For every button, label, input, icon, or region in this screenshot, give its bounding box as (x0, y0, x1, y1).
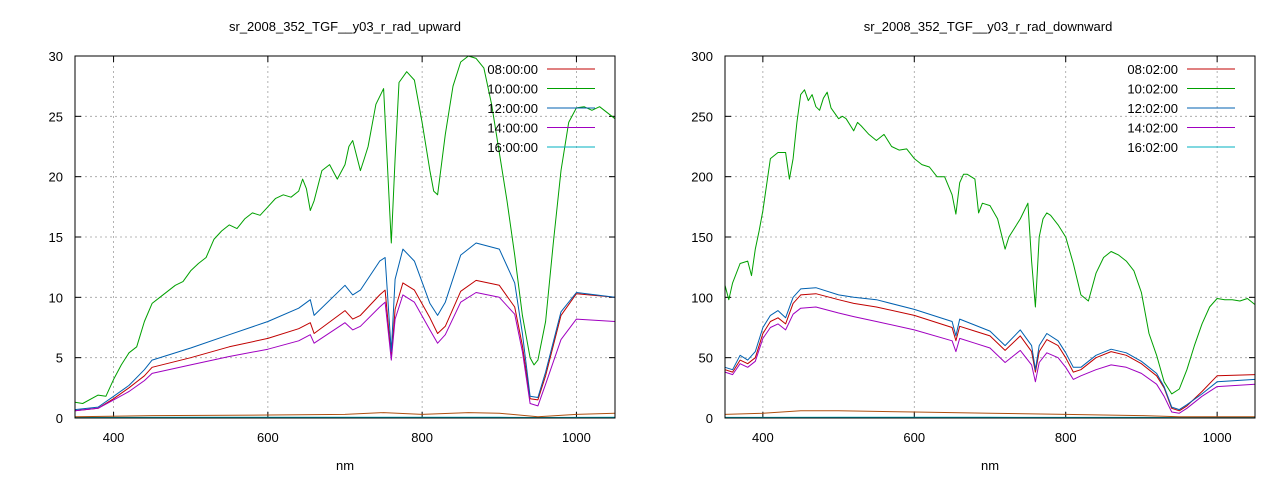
legend-entry-label: 10:00:00 (487, 82, 538, 97)
series-line (724, 89, 1256, 395)
series-line (74, 412, 616, 418)
y-tick-label: 20 (49, 170, 63, 185)
series-line (74, 242, 616, 411)
chart-title: sr_2008_352_TGF__y03_r_rad_upward (229, 19, 461, 34)
legend-entry-label: 14:00:00 (487, 121, 538, 136)
plot-frame (74, 55, 616, 419)
plot-frame (724, 55, 1256, 419)
legend-entry-label: 16:00:00 (487, 140, 538, 155)
legend-entry-label: 10:02:00 (1127, 82, 1178, 97)
x-tick-label: 1000 (1203, 430, 1232, 445)
x-tick-label: 800 (1055, 430, 1077, 445)
legend-entry-label: 14:02:00 (1127, 121, 1178, 136)
y-tick-label: 300 (691, 49, 713, 64)
y-tick-label: 30 (49, 49, 63, 64)
x-tick-label: 600 (903, 430, 925, 445)
series-line (724, 306, 1256, 414)
y-tick-label: 200 (691, 170, 713, 185)
series-line (74, 55, 616, 404)
legend-entry-label: 08:02:00 (1127, 62, 1178, 77)
legend-entry-label: 12:00:00 (487, 101, 538, 116)
legend-entry-label: 12:02:00 (1127, 101, 1178, 116)
x-axis-label: nm (981, 458, 999, 473)
x-tick-label: 1000 (562, 430, 591, 445)
y-tick-label: 0 (56, 411, 63, 426)
y-tick-label: 25 (49, 109, 63, 124)
y-tick-label: 0 (706, 411, 713, 426)
x-tick-label: 400 (752, 430, 774, 445)
legend-entry-label: 16:02:00 (1127, 140, 1178, 155)
series-line (74, 292, 616, 412)
series-line (724, 410, 1255, 418)
series-line (724, 287, 1256, 411)
y-tick-label: 100 (691, 290, 713, 305)
x-tick-label: 600 (257, 430, 279, 445)
x-tick-label: 800 (411, 430, 433, 445)
y-tick-label: 10 (49, 290, 63, 305)
series-line (724, 293, 1256, 412)
y-tick-label: 50 (699, 351, 713, 366)
x-axis-label: nm (336, 458, 354, 473)
chart-title: sr_2008_352_TGF__y03_r_rad_downward (864, 19, 1113, 34)
y-tick-label: 15 (49, 230, 63, 245)
y-tick-label: 5 (56, 351, 63, 366)
y-tick-label: 250 (691, 109, 713, 124)
legend-entry-label: 08:00:00 (487, 62, 538, 77)
y-tick-label: 150 (691, 230, 713, 245)
x-tick-label: 400 (103, 430, 125, 445)
